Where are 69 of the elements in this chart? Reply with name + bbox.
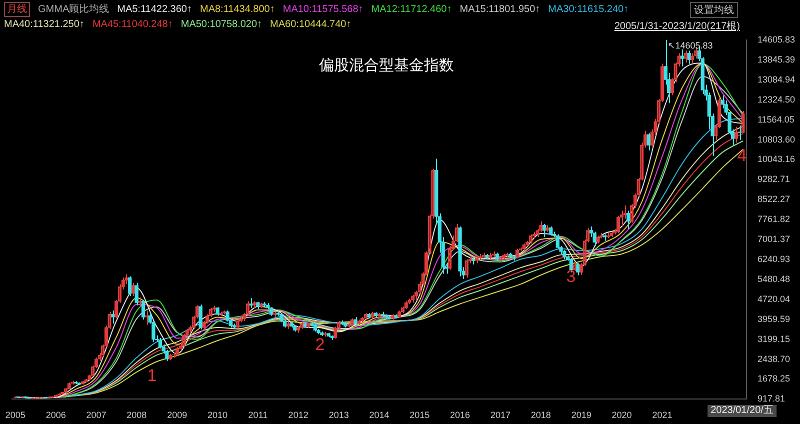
y-tick-label: 3199.15 xyxy=(757,334,790,344)
y-tick-label: 9282.71 xyxy=(757,174,790,184)
text: MA15:11801.950↑ xyxy=(460,3,540,16)
x-tick-label: 2017 xyxy=(490,410,511,420)
y-tick-label: 13084.94 xyxy=(757,74,796,84)
text: MA40:11321.250↑ xyxy=(4,18,84,31)
x-tick-label: 2015 xyxy=(410,410,430,420)
annotation: ↖14605.83 xyxy=(668,40,713,50)
x-tick-label: 2008 xyxy=(126,410,147,420)
text: 月线 xyxy=(4,2,30,17)
x-tick-label: 2021 xyxy=(652,410,672,420)
candlestick xyxy=(549,226,553,236)
y-tick-label: 7761.82 xyxy=(757,214,790,224)
x-tick-label: 2014 xyxy=(369,410,390,420)
y-tick-label: 12324.50 xyxy=(757,94,796,104)
y-tick-label: 3959.59 xyxy=(757,314,790,324)
y-tick-label: 14605.83 xyxy=(757,34,796,44)
annotation: 1 xyxy=(147,366,157,385)
legend-title: GMMA顾比均线 xyxy=(38,3,110,16)
y-tick-label: 10803.60 xyxy=(757,134,796,144)
y-tick-label: 6240.93 xyxy=(757,254,790,264)
candlestick xyxy=(134,282,138,306)
x-tick-label: 2010 xyxy=(208,410,228,420)
x-tick-label: 2016 xyxy=(450,410,470,420)
candlestick xyxy=(111,310,115,324)
candlestick xyxy=(128,276,132,297)
text: 偏股混合型基金指数 xyxy=(319,57,454,74)
text: MA60:10444.740↑ xyxy=(270,18,352,31)
y-tick-label: 8522.27 xyxy=(757,194,790,204)
x-tick-label: 2009 xyxy=(167,410,188,420)
x-tick-label: 2019 xyxy=(571,410,592,420)
y-tick-label: 7001.37 xyxy=(757,234,790,244)
x-tick-label: 2011 xyxy=(248,410,268,420)
annotation: 4 xyxy=(737,146,747,165)
candlestick xyxy=(158,338,162,349)
candlestick xyxy=(680,48,684,67)
candlestick xyxy=(576,262,580,276)
text: 2023/01/20/五 xyxy=(708,405,776,417)
candlestick xyxy=(626,210,630,230)
text: 设置均线 xyxy=(690,2,738,18)
y-tick-label: 2438.70 xyxy=(757,354,790,364)
y-tick-label: 917.81 xyxy=(757,394,785,404)
text: MA10:11575.568↑ xyxy=(282,3,364,16)
x-tick-label: 2006 xyxy=(46,410,66,420)
y-tick-label: 10043.16 xyxy=(757,154,796,164)
text: MA30:11615.240↑ xyxy=(548,3,629,16)
text: MA12:11712.460↑ xyxy=(371,3,452,16)
candlestick xyxy=(198,304,202,330)
y-tick-label: 11564.05 xyxy=(757,114,794,124)
annotation: 3 xyxy=(566,267,576,286)
text: MA5:11422.360↑ xyxy=(117,3,192,16)
x-tick-label: 2020 xyxy=(612,410,632,420)
candlestick xyxy=(141,299,146,320)
candlestick xyxy=(562,250,566,260)
x-tick-label: 2007 xyxy=(86,410,106,420)
chart-subtitle: 2005/1/31-2023/1/20(217根) xyxy=(614,20,740,33)
y-tick-label: 1678.25 xyxy=(757,374,790,384)
y-tick-label: 5480.48 xyxy=(757,274,790,284)
text: MA45:11040.248↑ xyxy=(92,18,173,31)
annotation: 2 xyxy=(315,335,325,354)
y-tick-label: 13845.39 xyxy=(757,54,796,64)
x-tick-label: 2005 xyxy=(5,410,26,420)
y-tick-label: 4720.04 xyxy=(757,294,790,304)
text: MA8:11434.800↑ xyxy=(200,3,275,16)
x-tick-label: 2012 xyxy=(288,410,308,420)
x-tick-label: 2018 xyxy=(530,410,551,420)
candlestick xyxy=(738,124,742,140)
x-tick-label: 2013 xyxy=(328,410,349,420)
text: MA50:10758.020↑ xyxy=(180,18,262,31)
